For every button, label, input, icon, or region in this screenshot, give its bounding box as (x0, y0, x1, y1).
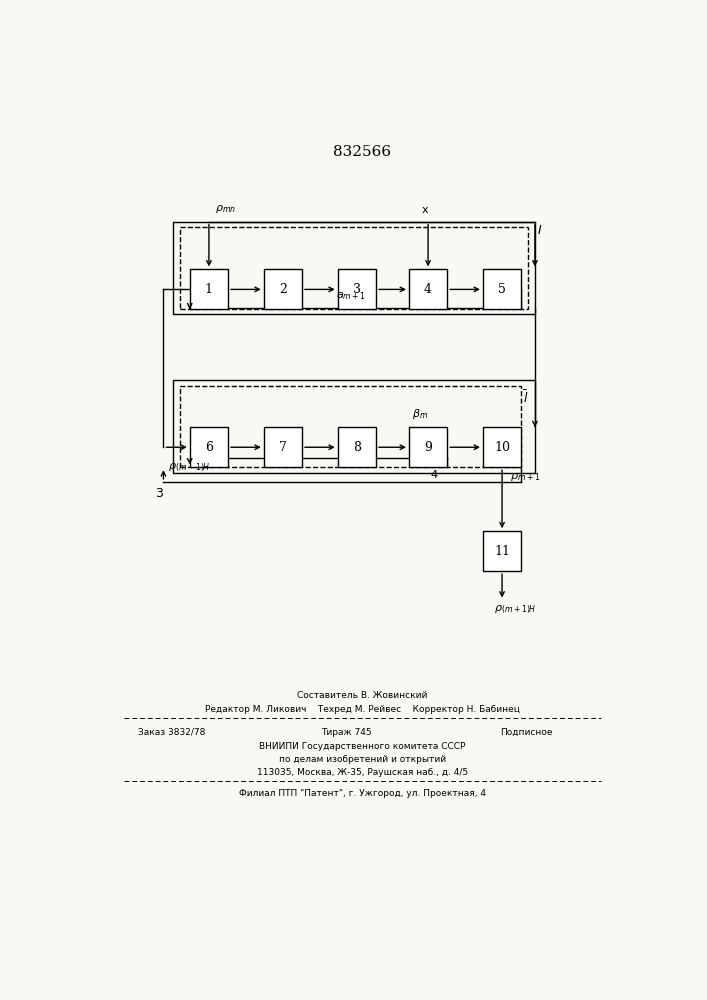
Text: 7: 7 (279, 441, 287, 454)
Text: I: I (538, 224, 542, 237)
Text: 1: 1 (205, 283, 213, 296)
FancyBboxPatch shape (483, 269, 521, 309)
Text: $\rho_{(m-1)H}$: $\rho_{(m-1)H}$ (168, 462, 210, 474)
Text: 3: 3 (155, 487, 163, 500)
Text: Составитель В. Жовинский: Составитель В. Жовинский (297, 691, 428, 700)
Text: 10: 10 (494, 441, 510, 454)
Text: Тираж 745: Тираж 745 (320, 728, 371, 737)
Text: 113035, Москва, Ж-35, Раушская наб., д. 4/5: 113035, Москва, Ж-35, Раушская наб., д. … (257, 768, 468, 777)
Text: $a_{m+1}$: $a_{m+1}$ (337, 290, 366, 302)
FancyBboxPatch shape (189, 427, 228, 467)
Text: x: x (422, 205, 428, 215)
Text: $\bar{l}$: $\bar{l}$ (523, 389, 529, 406)
Text: 11: 11 (494, 545, 510, 558)
FancyBboxPatch shape (483, 531, 521, 571)
Text: $\beta_m$: $\beta_m$ (411, 407, 428, 421)
Text: 8: 8 (353, 441, 361, 454)
FancyBboxPatch shape (264, 269, 302, 309)
Text: $\rho_{m+1}$: $\rho_{m+1}$ (510, 471, 541, 483)
Text: $\rho_{(m+1)H}$: $\rho_{(m+1)H}$ (494, 604, 537, 616)
Text: 5: 5 (498, 283, 506, 296)
Text: 4: 4 (424, 283, 432, 296)
Text: 6: 6 (205, 441, 213, 454)
Text: Заказ 3832/78: Заказ 3832/78 (138, 728, 205, 737)
Text: $\rho_{mn}$: $\rho_{mn}$ (216, 203, 237, 215)
Text: 4: 4 (430, 470, 437, 480)
FancyBboxPatch shape (409, 269, 448, 309)
Text: Подписное: Подписное (501, 728, 553, 737)
FancyBboxPatch shape (338, 427, 376, 467)
Text: ВНИИПИ Государственного комитета СССР: ВНИИПИ Государственного комитета СССР (259, 742, 465, 751)
Text: 2: 2 (279, 283, 287, 296)
Text: по делам изобретений и открытий: по делам изобретений и открытий (279, 755, 446, 764)
FancyBboxPatch shape (483, 427, 521, 467)
Text: 9: 9 (424, 441, 432, 454)
Text: 832566: 832566 (333, 145, 392, 159)
FancyBboxPatch shape (409, 427, 448, 467)
Text: Редактор М. Ликович    Техред М. Рейвес    Корректор Н. Бабинец: Редактор М. Ликович Техред М. Рейвес Кор… (205, 705, 520, 714)
Text: 3: 3 (353, 283, 361, 296)
Text: Филиал ПТП "Патент", г. Ужгород, ул. Проектная, 4: Филиал ПТП "Патент", г. Ужгород, ул. Про… (239, 789, 486, 798)
FancyBboxPatch shape (264, 427, 302, 467)
FancyBboxPatch shape (338, 269, 376, 309)
FancyBboxPatch shape (189, 269, 228, 309)
